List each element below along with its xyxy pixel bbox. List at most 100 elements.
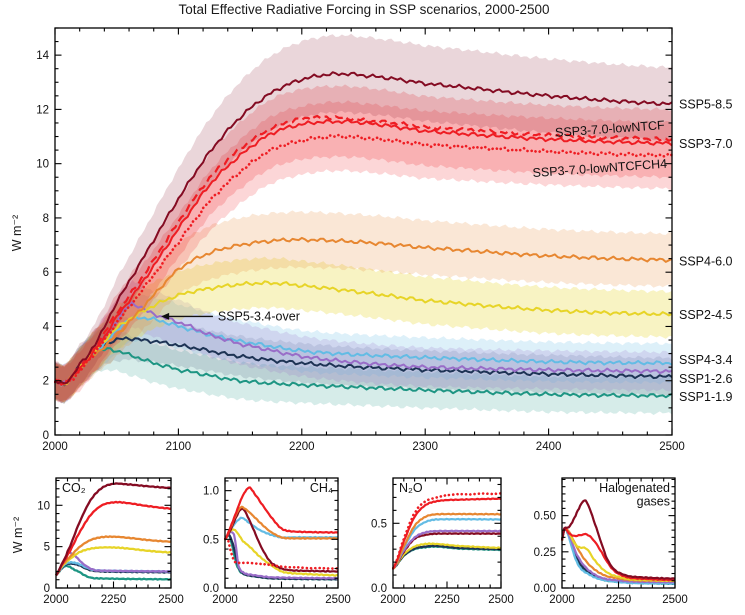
ssp370-line (54, 118, 673, 386)
panel-label: Halogenated (599, 481, 670, 495)
ssp245-uncertainty-band (55, 256, 672, 403)
x-tick-label: 2250 (434, 594, 460, 606)
x-tick-label: 2000 (549, 594, 575, 606)
ssp370-line (55, 500, 172, 577)
ssp534-line (224, 530, 339, 580)
annotation-arrowhead (161, 312, 170, 320)
y-tick-label: 0.0 (203, 583, 219, 595)
ssp460-line (224, 505, 339, 541)
x-tick-label: 2250 (269, 594, 295, 606)
ssp460-uncertainty-band (55, 210, 672, 403)
ssp460-line (392, 512, 502, 570)
ssp434-line (392, 517, 502, 570)
y-tick-label: 10 (36, 159, 49, 171)
scenario-label-SSP1-2.6: SSP1-2.6 (679, 372, 733, 386)
ssp126-uncertainty-band (55, 315, 672, 404)
y-tick-label: 0.0 (371, 583, 387, 595)
x-tick-label: 2250 (606, 594, 632, 606)
ssp434-line (561, 526, 676, 586)
ch4-subplot-ticks (224, 478, 339, 589)
y-tick-label: 2 (43, 376, 49, 388)
ssp585-line (55, 482, 172, 576)
y-tick-label: 12 (36, 104, 49, 116)
main-erf-chart: 2000 2100 2200 2300 2400 2500 0 2 4 6 8 10 12 14 SSP5-… (36, 27, 733, 453)
ssp534-line (54, 301, 673, 385)
panel-label: CH₄ (310, 481, 333, 495)
n2o-subplot-ticks (392, 478, 502, 589)
scenario-label-SSP5-8.5: SSP5-8.5 (679, 97, 733, 111)
panel-label: N₂O (399, 481, 423, 495)
ssp370-uncertainty-band (55, 84, 672, 403)
x-tick-label: 2500 (488, 594, 514, 606)
ssp370-lowNTCF-line (54, 114, 673, 385)
x-tick-label: 2000 (212, 594, 238, 606)
ssp119-line (55, 564, 172, 581)
y-tick-label: 4 (43, 321, 50, 333)
y-tick-label: 10 (37, 500, 50, 512)
ssp245-line (224, 528, 339, 577)
ssp245-line (561, 527, 676, 583)
annotation-SSP5-3.4-over: SSP5-3.4-over (218, 309, 300, 323)
ssp370-lowNTCFCH4-line (54, 133, 673, 386)
main-y-axis-label: W m⁻² (10, 214, 24, 252)
x-tick-label: 2500 (662, 594, 688, 606)
y-tick-label: 0.50 (534, 511, 556, 523)
y-tick-label: 5 (44, 542, 50, 554)
ch4-subplot: 2000 2250 2500 0.0 0.5 1.0 CH₄ (203, 477, 351, 606)
x-tick-label: 2100 (166, 441, 192, 453)
ssp119-line (54, 347, 673, 399)
ssp370-lowNTCFCH4-line (392, 491, 502, 570)
x-tick-label: 2000 (43, 594, 69, 606)
x-tick-label: 2000 (42, 441, 68, 453)
ssp460-line (55, 535, 172, 577)
y-tick-label: 0.5 (203, 534, 219, 546)
halogenated-subplot-ticks (561, 478, 676, 589)
y-tick-label: 1.0 (203, 486, 219, 498)
ssp434-line (54, 315, 673, 387)
subplot-y-axis-label: W m⁻² (11, 516, 25, 554)
x-tick-label: 2250 (101, 594, 127, 606)
scenario-label-SSP4-6.0: SSP4-6.0 (679, 254, 733, 268)
y-tick-label: 0 (44, 583, 50, 595)
x-tick-label: 2300 (412, 441, 438, 453)
ssp126-line (392, 544, 501, 570)
n2o-subplot: 2000 2250 2500 0.0 0.5 N₂O (371, 477, 514, 606)
ssp585-line (224, 507, 339, 573)
ssp534-line (392, 529, 502, 570)
chart-title: Total Effective Radiative Forcing in SSP… (178, 2, 550, 17)
panel-label: gases (637, 495, 670, 509)
y-tick-label: 0.00 (534, 583, 556, 595)
ssp585-line (561, 499, 676, 580)
x-tick-label: 2500 (325, 594, 351, 606)
ssp370-lowNTCFCH4-line (224, 537, 339, 571)
y-tick-label: 6 (43, 267, 49, 279)
scenario-label-SSP3-7.0: SSP3-7.0 (679, 137, 733, 151)
ssp370-line (392, 497, 502, 570)
scenario-label-SSP1-1.9: SSP1-1.9 (679, 390, 733, 404)
x-tick-label: 2500 (659, 441, 685, 453)
x-tick-label: 2000 (380, 594, 406, 606)
x-tick-label: 2200 (289, 441, 315, 453)
y-tick-label: 14 (36, 50, 49, 62)
y-tick-label: 0.5 (371, 518, 387, 530)
y-tick-label: 0 (43, 430, 49, 442)
y-tick-label: 0.25 (534, 547, 556, 559)
panel-label: CO₂ (62, 481, 86, 495)
x-tick-label: 2400 (536, 441, 562, 453)
ssp245-line (392, 542, 502, 570)
ssp434-uncertainty-band (55, 294, 672, 402)
scenario-label-SSP2-4.5: SSP2-4.5 (679, 308, 733, 322)
scenario-label-SSP4-3.4: SSP4-3.4 (679, 353, 733, 367)
ssp370-line (224, 486, 339, 540)
ssp126-line (54, 336, 673, 387)
ssp460-line (54, 236, 673, 386)
co2-subplot-ticks (55, 478, 172, 589)
co2-subplot: 2000 2250 2500 0 5 10 CO₂ (37, 477, 184, 606)
main-erf-chart-ticks (54, 27, 673, 436)
ssp585-line (54, 71, 673, 385)
ssp245-line (54, 280, 673, 385)
y-tick-label: 8 (43, 213, 49, 225)
